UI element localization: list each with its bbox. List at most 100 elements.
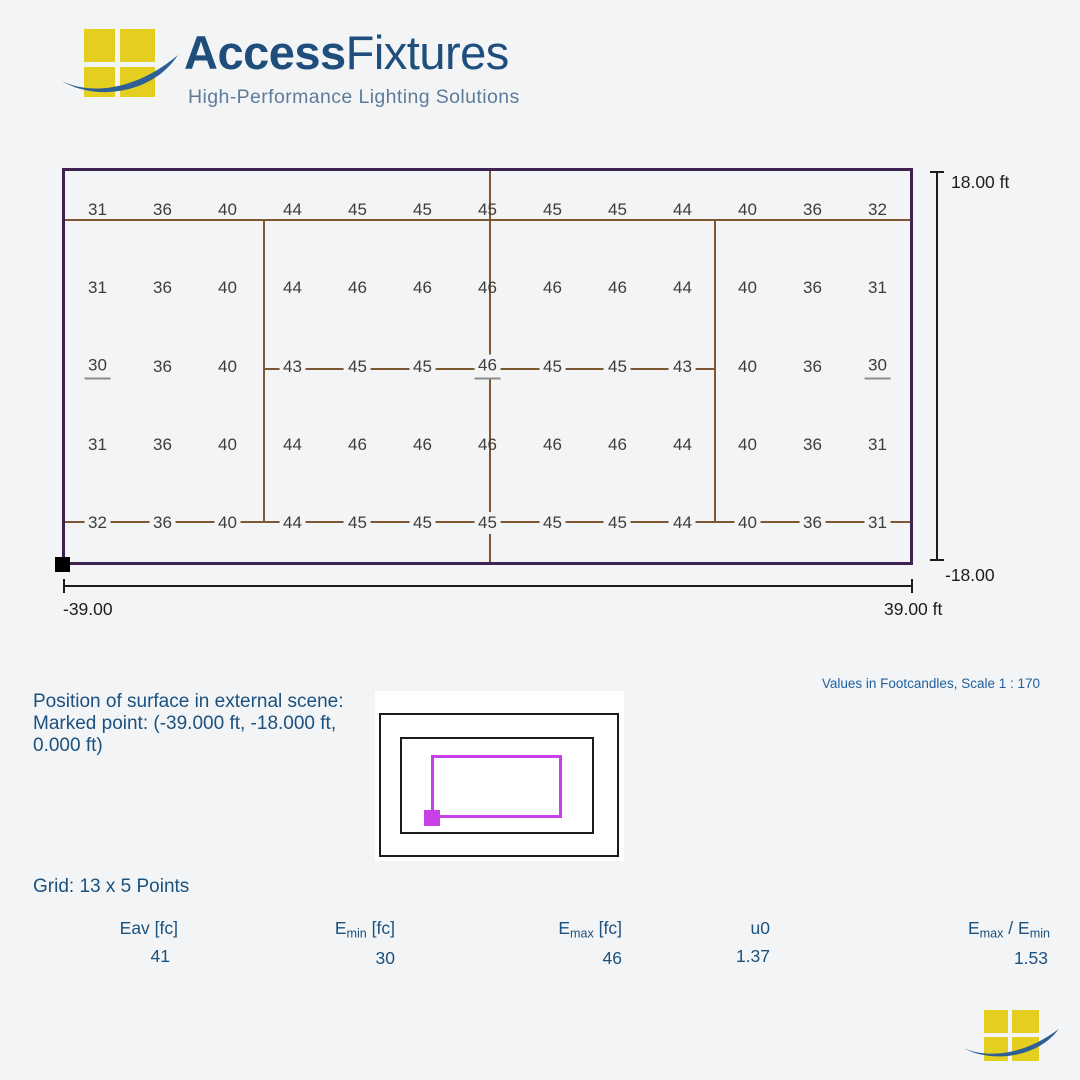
illuminance-value: 40: [218, 200, 237, 220]
illuminance-value: 31: [868, 434, 887, 454]
illuminance-value: 46: [348, 278, 367, 298]
illuminance-value: 44: [673, 278, 692, 298]
brand-tagline: High-Performance Lighting Solutions: [188, 86, 520, 108]
dim-label-top: 18.00 ft: [951, 172, 1010, 192]
illuminance-value: 31: [88, 278, 107, 298]
illuminance-value: 45: [543, 200, 562, 220]
illuminance-value: 45: [478, 200, 497, 220]
illuminance-value: 36: [799, 511, 826, 534]
brand-name-light: Fixtures: [345, 26, 510, 79]
court-line-top: [65, 219, 910, 221]
illuminance-value: 45: [409, 355, 436, 378]
stat-value: 1.53: [1013, 947, 1048, 968]
stat-emin: Emin [fc] 30: [195, 918, 395, 969]
illuminance-grid: 31 36 40 44 45 45 45 45 45 44 40 36 32 31 36 40 44 46 46 46…: [55, 168, 913, 572]
illuminance-value: 46: [413, 434, 432, 454]
illuminance-value: 44: [669, 511, 696, 534]
illuminance-value: 36: [153, 434, 172, 454]
calculation-surface-outline: [431, 755, 562, 818]
illuminance-value: 45: [348, 200, 367, 220]
illuminance-value: 45: [413, 200, 432, 220]
illuminance-value: 45: [604, 511, 631, 534]
stat-label: u0: [750, 918, 770, 938]
stat-label: Emin [fc]: [334, 918, 395, 941]
illuminance-value: 46: [348, 434, 367, 454]
illuminance-value: 31: [864, 511, 891, 534]
illuminance-value: 44: [673, 434, 692, 454]
swoosh-icon: [963, 1028, 1059, 1057]
illuminance-value: 36: [149, 355, 176, 378]
illuminance-value: 46: [478, 434, 497, 454]
origin-marker: [55, 557, 70, 572]
stat-emax-emin: Emax / Emin 1.53: [850, 918, 1050, 969]
stat-value: 41: [150, 946, 170, 966]
illuminance-value: 40: [214, 511, 241, 534]
illuminance-value: 36: [803, 200, 822, 220]
statistics-row: Eav [fc] 41 Emin [fc] 30 Emax [fc] 46 u0 1.37 Em…: [0, 918, 1080, 978]
stat-label: Emax [fc]: [558, 918, 622, 941]
illuminance-value: 45: [539, 511, 566, 534]
marked-point-marker: [424, 810, 440, 826]
stat-value: 30: [375, 947, 395, 968]
illuminance-value: 46: [608, 278, 627, 298]
illuminance-value: 43: [669, 355, 696, 378]
illuminance-value: 45: [604, 355, 631, 378]
grid-points-label: Grid: 13 x 5 Points: [33, 876, 190, 897]
illuminance-value: 44: [283, 278, 302, 298]
illuminance-value: 40: [738, 200, 757, 220]
horizontal-dimension-line: [63, 579, 913, 593]
yellow-window-icon: [984, 1010, 1039, 1061]
illuminance-value: 45: [409, 511, 436, 534]
illuminance-value: 45: [344, 511, 371, 534]
illuminance-value: 44: [283, 200, 302, 220]
illuminance-value: 43: [279, 355, 306, 378]
illuminance-value: 44: [279, 511, 306, 534]
dim-label-right: 39.00 ft: [884, 599, 943, 619]
brand-name-bold: Access: [184, 26, 346, 79]
illuminance-value: 44: [673, 200, 692, 220]
swoosh-icon: [62, 55, 178, 93]
illuminance-value: 46: [474, 354, 501, 379]
illuminance-value: 46: [543, 434, 562, 454]
illuminance-value: 40: [218, 278, 237, 298]
surface-position-line3: 0.000 ft): [33, 735, 103, 756]
illuminance-value: 40: [214, 355, 241, 378]
surface-position-line1: Position of surface in external scene:: [33, 691, 344, 712]
stat-value: 46: [602, 947, 622, 968]
stat-u0: u0 1.37: [570, 918, 770, 967]
illuminance-value: 36: [149, 511, 176, 534]
illuminance-value: 46: [413, 278, 432, 298]
footer-logo-icon: [963, 1008, 1062, 1072]
stat-label: Emax / Emin: [967, 918, 1050, 941]
illuminance-value: 40: [738, 278, 757, 298]
illuminance-value: 40: [734, 511, 761, 534]
illuminance-value: 45: [539, 355, 566, 378]
illuminance-value: 32: [84, 511, 111, 534]
illuminance-value: 45: [474, 511, 501, 534]
brand-name: AccessFixtures: [184, 25, 509, 80]
dim-label-bottom-vertical: -18.00: [945, 565, 995, 585]
illuminance-value: 36: [799, 355, 826, 378]
illuminance-value: 40: [738, 434, 757, 454]
stat-value: 1.37: [735, 946, 770, 966]
stat-eav: Eav [fc] 41: [0, 918, 178, 967]
illuminance-value: 36: [803, 278, 822, 298]
scene-inner-boundary: [400, 737, 594, 834]
illuminance-value: 46: [608, 434, 627, 454]
illuminance-value: 45: [344, 355, 371, 378]
dim-label-left: -39.00: [63, 599, 113, 619]
surface-position-note: Position of surface in external scene: M…: [33, 691, 344, 757]
illuminance-value: 40: [734, 355, 761, 378]
illuminance-value: 44: [283, 434, 302, 454]
illuminance-value: 40: [218, 434, 237, 454]
scene-outer-boundary: [379, 713, 619, 857]
illuminance-value: 36: [803, 434, 822, 454]
yellow-window-icon: [84, 29, 155, 97]
stat-label: Eav [fc]: [119, 918, 178, 938]
illuminance-value: 32: [868, 200, 887, 220]
illuminance-value: 30: [84, 354, 111, 379]
illuminance-value: 45: [608, 200, 627, 220]
illuminance-value: 36: [153, 278, 172, 298]
scale-note: Values in Footcandles, Scale 1 : 170: [821, 676, 1040, 691]
